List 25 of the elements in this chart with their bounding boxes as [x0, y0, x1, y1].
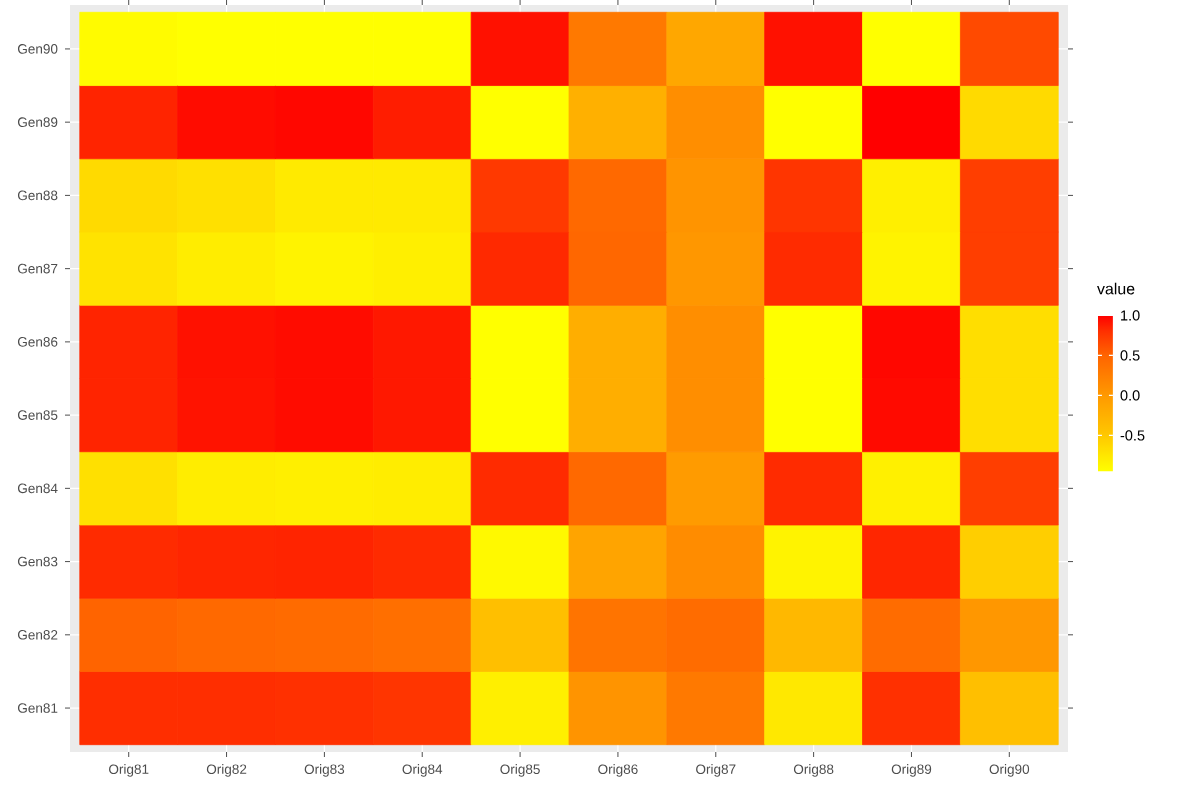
color-bar-label: 1.0 [1121, 310, 1140, 321]
x-tick-label: Orig90 [989, 764, 1030, 777]
x-tick-label: Orig84 [402, 764, 443, 777]
x-tick-label: Orig81 [109, 764, 149, 777]
x-tick-label: Orig83 [304, 764, 345, 777]
color-bar-label: 0.0 [1120, 390, 1140, 401]
x-tick-label: Orig87 [696, 764, 736, 777]
y-tick-label: Gen87 [17, 263, 58, 274]
y-tick-label: Gen86 [17, 337, 58, 347]
y-tick-label: Gen88 [17, 190, 58, 201]
y-tick-label: Gen81 [17, 703, 58, 713]
y-tick-label: Gen85 [17, 410, 58, 420]
color-bar-label: 0.5 [1120, 350, 1140, 361]
y-tick-label: Gen89 [17, 117, 58, 127]
y-tick-label: Gen90 [17, 44, 58, 54]
x-tick-label: Orig89 [891, 764, 932, 777]
x-tick-label: Orig82 [206, 764, 247, 777]
x-tick-label: Orig86 [598, 764, 638, 777]
y-tick-label: Gen84 [17, 483, 58, 494]
x-tick-label: Orig85 [500, 764, 540, 777]
color-bar-title: value [1097, 282, 1135, 295]
color-bar-label: -0.5 [1120, 430, 1145, 441]
y-tick-label: Gen82 [17, 630, 58, 640]
y-tick-label: Gen83 [17, 556, 58, 567]
x-tick-label: Orig88 [793, 764, 834, 777]
